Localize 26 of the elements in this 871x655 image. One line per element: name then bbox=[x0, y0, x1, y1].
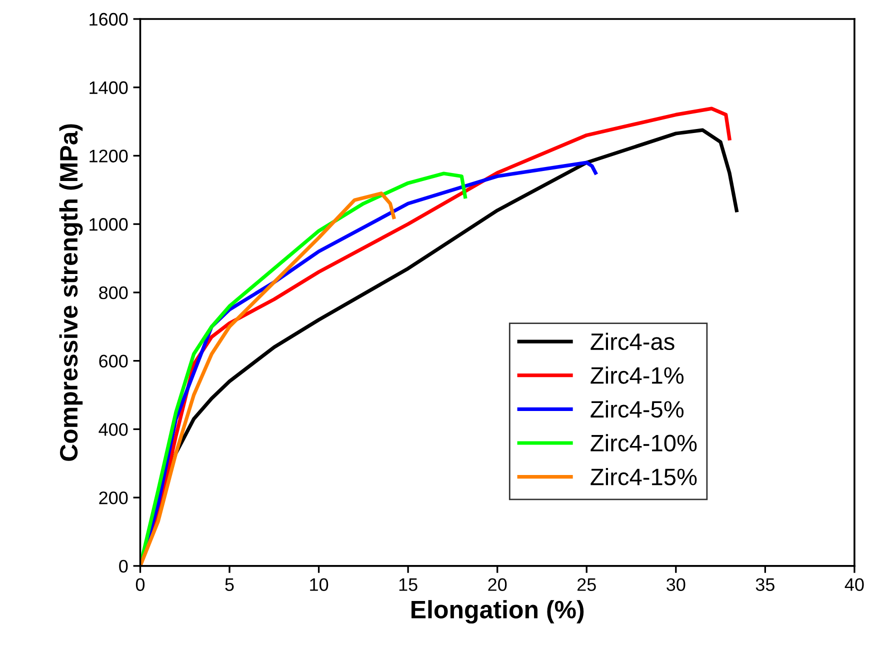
x-axis-title: Elongation (%) bbox=[412, 600, 584, 624]
y-tick-label: 400 bbox=[98, 423, 128, 436]
y-tick-label: 200 bbox=[99, 491, 128, 504]
x-tick-label: 25 bbox=[577, 578, 596, 591]
x-tick-label: 20 bbox=[488, 578, 507, 591]
y-tick-label: 1600 bbox=[90, 12, 128, 26]
y-axis-title: Compressive strength (MPa) bbox=[59, 124, 83, 461]
x-tick-label: 35 bbox=[756, 578, 774, 591]
legend-label: Zirc4-10% bbox=[590, 434, 697, 452]
x-tick-label: 30 bbox=[666, 578, 686, 591]
x-tick-label: 0 bbox=[136, 578, 145, 591]
x-tick-label: 40 bbox=[844, 578, 864, 591]
legend-label: Zirc4-15% bbox=[590, 468, 697, 486]
legend-label: Zirc4-5% bbox=[590, 400, 684, 418]
legend-label: Zirc4-1% bbox=[590, 366, 684, 384]
legend-label: Zirc4-as bbox=[590, 332, 674, 350]
y-tick-label: 1000 bbox=[90, 218, 128, 231]
y-tick-label: 800 bbox=[99, 286, 128, 300]
x-tick-label: 5 bbox=[225, 578, 234, 591]
x-tick-label: 15 bbox=[399, 578, 418, 591]
y-tick-label: 1200 bbox=[90, 150, 128, 162]
y-tick-label: 1400 bbox=[90, 81, 128, 94]
x-tick-label: 10 bbox=[310, 578, 328, 591]
y-tick-label: 0 bbox=[119, 560, 128, 573]
line-series bbox=[140, 192, 396, 566]
y-tick-label: 600 bbox=[99, 354, 128, 368]
